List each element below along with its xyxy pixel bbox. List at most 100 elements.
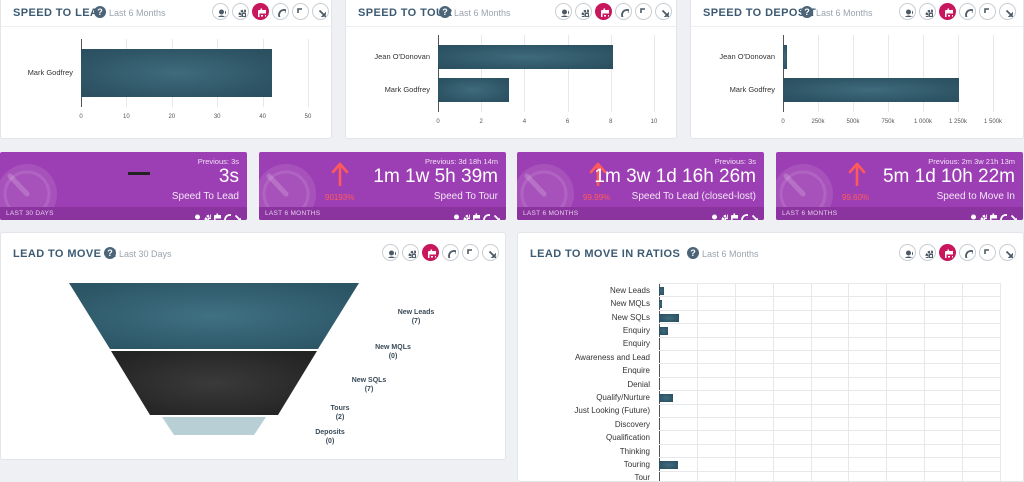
kpi-period: LAST 6 MONTHS bbox=[523, 210, 578, 217]
bar[interactable] bbox=[659, 461, 678, 469]
gear-button[interactable] bbox=[232, 3, 249, 20]
users-button[interactable] bbox=[451, 208, 460, 220]
fullscreen-button[interactable] bbox=[979, 3, 996, 20]
bar[interactable] bbox=[783, 45, 787, 69]
refresh-button[interactable] bbox=[739, 208, 748, 220]
users-button[interactable] bbox=[192, 208, 201, 220]
users-button[interactable] bbox=[709, 208, 718, 220]
y-category-label: New SQLs bbox=[612, 313, 650, 322]
funnel-segment[interactable] bbox=[69, 283, 359, 349]
close-button[interactable] bbox=[655, 3, 672, 20]
y-category-label: Awareness and Lead bbox=[575, 353, 650, 362]
refresh-button[interactable] bbox=[481, 208, 490, 220]
calendar-button[interactable] bbox=[212, 208, 221, 220]
gridline bbox=[659, 377, 1000, 378]
bar[interactable] bbox=[659, 300, 662, 308]
close-button[interactable] bbox=[749, 208, 758, 220]
calendar-button[interactable] bbox=[729, 208, 738, 220]
gridline bbox=[659, 404, 1000, 405]
calendar-button[interactable] bbox=[595, 3, 612, 20]
bar[interactable] bbox=[438, 45, 613, 69]
kpi-previous: Previous: 3s bbox=[198, 157, 239, 166]
y-category-label: Just Looking (Future) bbox=[574, 406, 650, 415]
gridline bbox=[654, 35, 655, 112]
help-icon[interactable]: ? bbox=[801, 6, 813, 18]
bar[interactable] bbox=[81, 49, 272, 97]
fullscreen-button[interactable] bbox=[635, 3, 652, 20]
bar[interactable] bbox=[783, 78, 959, 102]
kpi-toolbar bbox=[709, 208, 758, 220]
calendar-button[interactable] bbox=[471, 208, 480, 220]
kpi-change: 99.99% bbox=[583, 193, 610, 202]
close-button[interactable] bbox=[1008, 208, 1017, 220]
refresh-icon bbox=[481, 212, 490, 220]
x-tick-label: 1 250k bbox=[949, 119, 967, 125]
gear-button[interactable] bbox=[461, 208, 470, 220]
bar[interactable] bbox=[659, 394, 673, 402]
refresh-button[interactable] bbox=[615, 3, 632, 20]
gridline bbox=[659, 457, 1000, 458]
bar[interactable] bbox=[438, 78, 509, 102]
calendar-button[interactable] bbox=[988, 208, 997, 220]
y-category-label: Jean O'Donovan bbox=[374, 52, 430, 61]
users-button[interactable] bbox=[212, 3, 229, 20]
x-tick-label: 0 bbox=[79, 114, 82, 120]
kpi-tile[interactable]: Previous: 2m 3w 21h 13m 5m 1d 10h 22m Sp… bbox=[776, 152, 1023, 220]
users-button[interactable] bbox=[968, 208, 977, 220]
kpi-tile[interactable]: Previous: 3s 1m 3w 1d 16h 26m Speed To L… bbox=[517, 152, 764, 220]
y-category-label: Thinking bbox=[620, 447, 650, 456]
gear-button[interactable] bbox=[575, 3, 592, 20]
calendar-button[interactable] bbox=[252, 3, 269, 20]
x-tick-label: 30 bbox=[214, 114, 221, 120]
refresh-button[interactable] bbox=[272, 3, 289, 20]
help-icon[interactable]: ? bbox=[94, 6, 106, 18]
close-icon bbox=[316, 7, 326, 17]
funnel-segment[interactable] bbox=[111, 351, 317, 415]
close-button[interactable] bbox=[999, 3, 1016, 20]
close-button[interactable] bbox=[312, 3, 329, 20]
x-tick-label: 10 bbox=[123, 114, 130, 120]
x-tick-label: 0 bbox=[436, 119, 439, 125]
refresh-button[interactable] bbox=[959, 3, 976, 20]
kpi-previous: Previous: 3s bbox=[715, 157, 756, 166]
users-icon bbox=[903, 7, 913, 17]
help-icon[interactable]: ? bbox=[439, 6, 451, 18]
refresh-button[interactable] bbox=[222, 208, 231, 220]
gridline bbox=[659, 363, 1000, 364]
gridline bbox=[848, 283, 849, 482]
close-icon bbox=[232, 212, 241, 220]
gear-button[interactable] bbox=[202, 208, 211, 220]
refresh-icon bbox=[739, 212, 748, 220]
kpi-toolbar bbox=[451, 208, 500, 220]
users-button[interactable] bbox=[899, 3, 916, 20]
fullscreen-button[interactable] bbox=[292, 3, 309, 20]
period-label: Last 6 Months bbox=[454, 8, 511, 18]
bar[interactable] bbox=[659, 314, 679, 322]
funnel-segment[interactable] bbox=[162, 417, 266, 435]
gear-button[interactable] bbox=[919, 3, 936, 20]
bar[interactable] bbox=[659, 327, 668, 335]
gear-button[interactable] bbox=[978, 208, 987, 220]
close-button[interactable] bbox=[491, 208, 500, 220]
calendar-button[interactable] bbox=[939, 3, 956, 20]
card-toolbar bbox=[555, 3, 672, 20]
calendar-icon bbox=[988, 212, 997, 220]
close-button[interactable] bbox=[232, 208, 241, 220]
x-tick-label: 50 bbox=[305, 114, 312, 120]
kpi-tile[interactable]: Previous: 3d 18h 14m 1m 1w 5h 39m Speed … bbox=[259, 152, 506, 220]
funnel-chart bbox=[1, 233, 506, 460]
refresh-button[interactable] bbox=[998, 208, 1007, 220]
kpi-tile[interactable]: Previous: 3s 3s Speed To Lead LAST 30 DA… bbox=[0, 152, 247, 220]
gear-button[interactable] bbox=[719, 208, 728, 220]
y-category-label: Mark Godfrey bbox=[385, 85, 430, 94]
stage-name: New MQLs bbox=[363, 343, 423, 352]
calendar-icon bbox=[729, 212, 738, 220]
refresh-icon bbox=[222, 212, 231, 220]
bar[interactable] bbox=[659, 287, 664, 295]
gridline bbox=[659, 283, 1000, 284]
users-button[interactable] bbox=[555, 3, 572, 20]
fullscreen-icon bbox=[296, 7, 306, 17]
